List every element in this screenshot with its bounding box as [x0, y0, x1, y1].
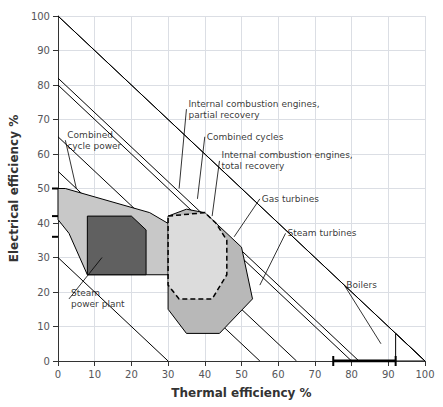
svg-text:50: 50: [235, 369, 248, 380]
svg-text:100: 100: [31, 11, 50, 22]
svg-text:partial recovery: partial recovery: [188, 110, 260, 120]
svg-text:20: 20: [125, 369, 138, 380]
svg-text:Combined: Combined: [67, 130, 113, 140]
svg-text:100: 100: [415, 369, 434, 380]
svg-text:10: 10: [88, 369, 101, 380]
svg-text:Thermal efficiency %: Thermal efficiency %: [171, 386, 311, 400]
svg-text:60: 60: [37, 149, 50, 160]
svg-text:Gas turbines: Gas turbines: [262, 194, 319, 204]
svg-text:Internal combustion engines,: Internal combustion engines,: [221, 150, 352, 160]
svg-text:60: 60: [272, 369, 285, 380]
svg-text:power plant: power plant: [71, 299, 125, 309]
svg-text:20: 20: [37, 287, 50, 298]
svg-text:30: 30: [37, 252, 50, 263]
svg-text:90: 90: [37, 45, 50, 56]
svg-text:Steam turbines: Steam turbines: [288, 228, 357, 238]
svg-text:40: 40: [37, 218, 50, 229]
svg-text:Steam: Steam: [71, 288, 100, 298]
svg-text:0: 0: [55, 369, 61, 380]
svg-text:10: 10: [37, 321, 50, 332]
svg-text:50: 50: [37, 183, 50, 194]
svg-text:0: 0: [44, 356, 50, 367]
svg-text:40: 40: [198, 369, 211, 380]
svg-text:total recovery: total recovery: [221, 161, 284, 171]
svg-text:80: 80: [37, 80, 50, 91]
svg-text:90: 90: [382, 369, 395, 380]
svg-text:Combined cycles: Combined cycles: [207, 132, 284, 142]
svg-text:Electrical efficiency %: Electrical efficiency %: [7, 115, 21, 262]
svg-text:Boilers: Boilers: [346, 280, 377, 290]
svg-text:70: 70: [37, 114, 50, 125]
svg-text:cycle power: cycle power: [67, 141, 121, 151]
svg-text:30: 30: [162, 369, 175, 380]
svg-text:Internal combustion engines,: Internal combustion engines,: [188, 99, 319, 109]
svg-text:70: 70: [309, 369, 322, 380]
svg-text:80: 80: [345, 369, 358, 380]
